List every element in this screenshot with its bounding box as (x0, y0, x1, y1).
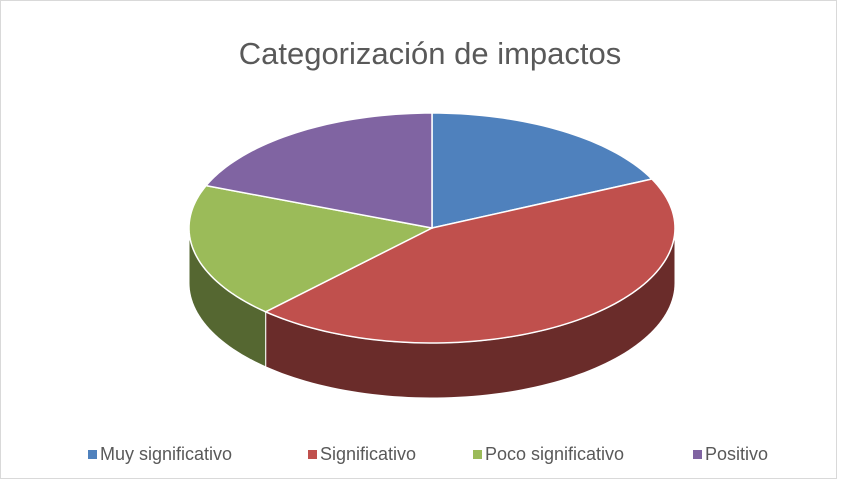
legend-label: Significativo (320, 444, 416, 464)
legend: Muy significativo Significativo Poco signi… (88, 444, 768, 464)
legend-swatch (473, 450, 482, 459)
pie (188, 112, 676, 399)
legend-label: Poco significativo (485, 444, 624, 464)
legend-swatch (693, 450, 702, 459)
legend-label: Muy significativo (100, 444, 232, 464)
legend-swatch (308, 450, 317, 459)
slice (204, 112, 433, 229)
legend-label: Positivo (705, 444, 768, 464)
legend-swatch (88, 450, 97, 459)
slice (431, 112, 654, 229)
slice (263, 178, 676, 344)
chart-title: Categorización de impactos (239, 36, 622, 71)
